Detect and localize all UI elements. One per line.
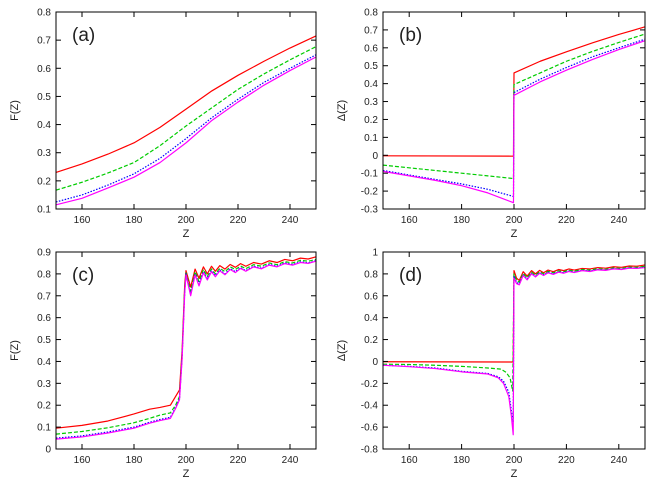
y-tick-label: -0.6	[361, 423, 379, 434]
x-tick-label: 200	[506, 455, 523, 466]
y-tick-label: 0.2	[37, 176, 51, 187]
x-tick-label: 240	[282, 215, 299, 226]
y-tick-label: 0.6	[364, 291, 378, 302]
y-tick-label: 0.4	[364, 79, 378, 90]
y-tick-label: 0.1	[37, 205, 51, 216]
x-axis-label: Z	[511, 468, 518, 480]
x-tick-label: 200	[178, 455, 195, 466]
series-line-blue	[55, 260, 317, 439]
x-tick-label: 160	[401, 455, 418, 466]
y-tick-label: -0.8	[361, 445, 379, 456]
panel-b: 160 180 200 220 240 -0.3 -0.2 -0.1 0 0.1 0.2 0.3 0.4…	[336, 8, 646, 240]
y-tick-label: 0.7	[37, 291, 51, 302]
series-line-magenta	[382, 40, 646, 204]
y-tick-label: 0.7	[37, 36, 51, 47]
y-tick-label: 0.6	[37, 313, 51, 324]
y-tick-label: 0.3	[37, 148, 51, 159]
y-tick-label: 0	[45, 445, 51, 456]
y-tick-label: 0	[372, 357, 378, 368]
y-tick-label: -0.3	[361, 205, 379, 216]
y-tick-label: 0.2	[364, 115, 378, 126]
x-tick-label: 220	[230, 455, 247, 466]
x-axis-label: Z	[511, 228, 518, 240]
y-tick-label: 0.3	[364, 97, 378, 108]
y-tick-label: 0.4	[364, 313, 378, 324]
series-line-green	[382, 265, 646, 392]
y-tick-label: 0.8	[37, 269, 51, 280]
x-tick-label: 180	[126, 455, 143, 466]
y-tick-label: 0.6	[37, 64, 51, 75]
series-line-green	[55, 46, 317, 191]
series-line-green	[55, 258, 317, 435]
y-tick-label: 0.7	[364, 25, 378, 36]
x-tick-label: 200	[178, 215, 195, 226]
panel-label: (a)	[72, 25, 95, 46]
series-line-blue	[55, 54, 317, 203]
y-tick-label: 0.1	[364, 133, 378, 144]
y-tick-label: 0	[372, 151, 378, 162]
x-tick-label: 160	[74, 215, 91, 226]
x-tick-label: 220	[558, 215, 575, 226]
x-tick-label: 240	[282, 455, 299, 466]
series-line-red	[55, 256, 317, 429]
series-line-magenta	[382, 266, 646, 436]
series-line-red	[382, 264, 646, 363]
series-line-blue	[382, 38, 646, 198]
x-tick-label: 200	[506, 215, 523, 226]
y-tick-label: 0.2	[37, 401, 51, 412]
y-tick-label: -0.4	[361, 401, 379, 412]
y-tick-label: 0.4	[37, 120, 51, 131]
x-tick-label: 220	[558, 455, 575, 466]
x-tick-label: 240	[610, 215, 627, 226]
y-axis-label: F(Z)	[9, 100, 21, 121]
panel-a: 160 180 200 220 240 0.1 0.2 0.3 0.4 0.5 0.6 0.7 0.8 Z…	[9, 8, 317, 240]
series-line-red	[55, 35, 317, 173]
x-axis-label: Z	[183, 468, 190, 480]
x-tick-label: 240	[610, 455, 627, 466]
y-tick-label: -0.2	[361, 379, 379, 390]
y-tick-label: 0.8	[364, 269, 378, 280]
x-tick-label: 180	[453, 455, 470, 466]
x-tick-label: 160	[74, 455, 91, 466]
y-tick-label: 0.4	[37, 357, 51, 368]
y-tick-label: 0.8	[364, 8, 378, 19]
y-tick-label: 0.5	[364, 61, 378, 72]
x-tick-label: 180	[453, 215, 470, 226]
y-axis-label: Δ(Z)	[336, 100, 348, 121]
y-axis-label: F(Z)	[9, 340, 21, 361]
y-tick-label: 0.5	[37, 335, 51, 346]
panel-label: (c)	[72, 265, 94, 286]
series-line-green	[382, 33, 646, 180]
panel-c: 160 180 200 220 240 0 0.1 0.2 0.3 0.4 0.5 0.6 0.7 0.8…	[9, 248, 317, 480]
y-tick-label: 0.5	[37, 92, 51, 103]
x-tick-label: 160	[401, 215, 418, 226]
y-tick-label: 0.8	[37, 8, 51, 19]
x-tick-label: 220	[230, 215, 247, 226]
y-tick-label: 0.1	[37, 423, 51, 434]
panel-d: 160 180 200 220 240 -0.8 -0.6 -0.4 -0.2 0 0.2 0.4 0.…	[336, 248, 646, 480]
series-line-magenta	[55, 260, 317, 440]
y-tick-label: 1	[372, 248, 378, 259]
y-axis-label: Δ(Z)	[336, 340, 348, 361]
x-tick-label: 180	[126, 215, 143, 226]
y-tick-label: 0.3	[37, 379, 51, 390]
panel-label: (d)	[399, 265, 422, 286]
series-line-magenta	[55, 56, 317, 206]
y-tick-label: -0.1	[361, 169, 379, 180]
panel-label: (b)	[399, 25, 422, 46]
y-tick-label: -0.2	[361, 187, 379, 198]
y-tick-label: 0.9	[37, 248, 51, 259]
y-tick-label: 0.6	[364, 43, 378, 54]
y-tick-label: 0.2	[364, 335, 378, 346]
x-axis-label: Z	[183, 228, 190, 240]
